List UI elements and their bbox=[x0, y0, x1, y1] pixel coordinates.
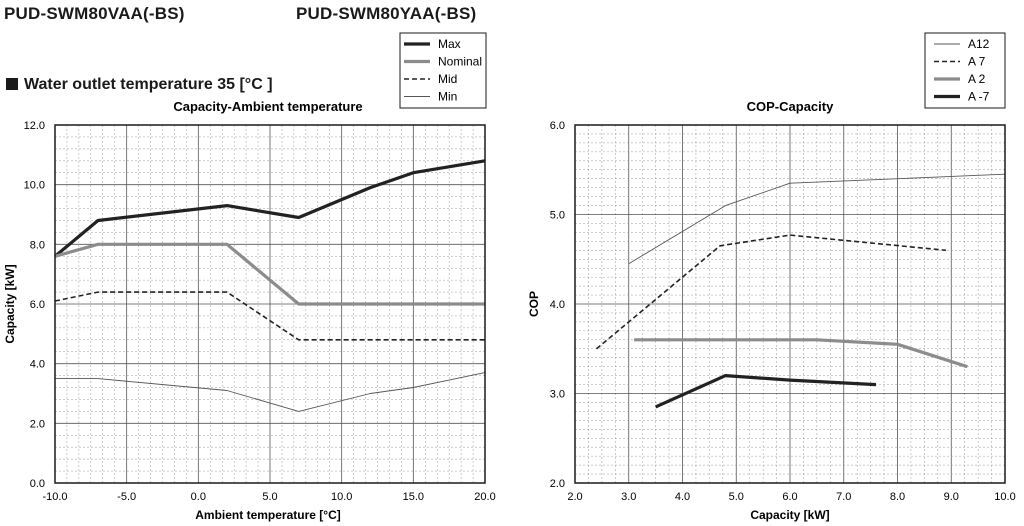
y-tick-label: 6.0 bbox=[550, 120, 565, 132]
legend-label: A -7 bbox=[968, 90, 990, 104]
y-tick-label: 4.0 bbox=[30, 359, 45, 371]
section-subtitle: Water outlet temperature 35 [°C ] bbox=[6, 76, 273, 94]
x-tick-label: -10.0 bbox=[42, 491, 67, 503]
x-tick-label: 10.0 bbox=[331, 491, 352, 503]
series-line-a2 bbox=[634, 338, 968, 369]
y-tick-label: 5.0 bbox=[550, 210, 565, 222]
y-tick-label: 10.0 bbox=[24, 180, 45, 192]
x-tick-label: 5.0 bbox=[262, 491, 277, 503]
cop-capacity-chart: 2.0 3.0 4.0 5.0 6.0 7.0 8.0 9.0 10.0 2.0 3.0 4.0 5.0… bbox=[527, 32, 1016, 522]
plot-frame-right bbox=[574, 124, 1006, 484]
series-line-a7 bbox=[595, 234, 946, 350]
y-tick-label: 3.0 bbox=[550, 389, 565, 401]
y-tick-label: 2.0 bbox=[30, 418, 45, 430]
capacity-ambient-chart: -10.0 -5.0 0.0 5.0 10.0 15.0 20.0 0.0 2.0 4.0 6.0 8… bbox=[3, 32, 496, 522]
series-line-min bbox=[55, 372, 486, 412]
y-axis-label-left: Capacity [kW] bbox=[3, 264, 17, 343]
legend-right: A12 A 7 A 2 A -7 bbox=[924, 32, 1006, 109]
legend-label: Mid bbox=[438, 72, 457, 86]
legend-label: Min bbox=[438, 90, 457, 104]
x-tick-label: 2.0 bbox=[567, 491, 582, 503]
x-tick-label: 3.0 bbox=[621, 491, 636, 503]
x-tick-label: 4.0 bbox=[675, 491, 690, 503]
x-tick-label: 0.0 bbox=[191, 491, 206, 503]
x-tick-label: 15.0 bbox=[403, 491, 424, 503]
model-name-yaa: PUD-SWM80YAA(-BS) bbox=[296, 4, 477, 23]
ticks-left: -10.0 -5.0 0.0 5.0 10.0 15.0 20.0 0.0 2.0 4.0 6.0 8… bbox=[24, 120, 496, 503]
legend-label: A12 bbox=[968, 37, 990, 51]
y-tick-label: 2.0 bbox=[550, 478, 565, 490]
chart-title-left: Capacity-Ambient temperature bbox=[173, 99, 362, 114]
legend-label: A 2 bbox=[968, 72, 986, 86]
y-axis-label-right: COP bbox=[527, 291, 541, 317]
y-tick-label: 0.0 bbox=[30, 478, 45, 490]
square-bullet-icon bbox=[6, 78, 18, 90]
ticks-right: 2.0 3.0 4.0 5.0 6.0 7.0 8.0 9.0 10.0 2.0 3.0 4.0 5.0… bbox=[550, 120, 1016, 503]
series-line-nominal bbox=[54, 242, 485, 306]
series-line-mid bbox=[54, 291, 485, 341]
x-tick-label: 20.0 bbox=[474, 491, 495, 503]
grid-right bbox=[574, 124, 1006, 484]
y-tick-label: 4.0 bbox=[550, 299, 565, 311]
y-tick-label: 12.0 bbox=[24, 120, 45, 132]
x-axis-label-right: Capacity [kW] bbox=[750, 508, 829, 522]
chart-title-right: COP-Capacity bbox=[747, 99, 834, 114]
x-tick-label: 7.0 bbox=[836, 491, 851, 503]
x-tick-label: 9.0 bbox=[944, 491, 959, 503]
series-line-a-7 bbox=[654, 374, 877, 409]
y-tick-label: 8.0 bbox=[30, 239, 45, 251]
series-line-a12 bbox=[628, 173, 1006, 265]
subtitle-text: Water outlet temperature 35 [°C ] bbox=[24, 76, 273, 93]
x-tick-label: 5.0 bbox=[729, 491, 744, 503]
plot-frame-left bbox=[54, 124, 486, 484]
series-right bbox=[595, 173, 1006, 409]
legend-left: Max Nominal Mid Min bbox=[399, 32, 487, 109]
x-tick-label: -5.0 bbox=[117, 491, 136, 503]
x-tick-label: 10.0 bbox=[994, 491, 1015, 503]
legend-label: A 7 bbox=[968, 55, 986, 69]
series-line-max bbox=[53, 159, 486, 258]
x-tick-label: 6.0 bbox=[782, 491, 797, 503]
legend-label: Max bbox=[438, 37, 461, 51]
legend-label: Nominal bbox=[438, 55, 482, 69]
x-tick-label: 8.0 bbox=[890, 491, 905, 503]
y-tick-label: 6.0 bbox=[30, 299, 45, 311]
model-name-vaa: PUD-SWM80VAA(-BS) bbox=[4, 4, 185, 23]
series-left bbox=[53, 159, 486, 412]
x-axis-label-left: Ambient temperature [°C] bbox=[195, 508, 340, 522]
